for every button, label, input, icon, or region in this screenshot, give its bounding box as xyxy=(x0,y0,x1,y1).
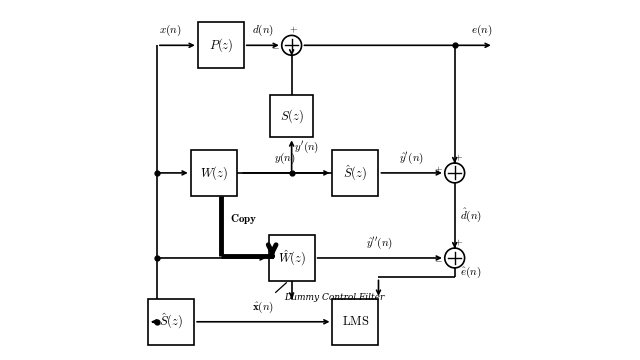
Text: $y(n)$: $y(n)$ xyxy=(274,150,296,166)
Text: $\hat{e}(n)$: $\hat{e}(n)$ xyxy=(460,265,481,280)
FancyBboxPatch shape xyxy=(198,22,244,68)
Text: $+$: $+$ xyxy=(289,25,298,35)
Text: $P(z)$: $P(z)$ xyxy=(209,36,233,54)
Text: $x(n)$: $x(n)$ xyxy=(159,23,181,38)
Text: $\hat{S}(z)$: $\hat{S}(z)$ xyxy=(344,163,367,183)
Text: $\hat{W}(z)$: $\hat{W}(z)$ xyxy=(278,248,306,268)
Text: $+$: $+$ xyxy=(454,153,463,163)
Text: $+$: $+$ xyxy=(454,238,463,248)
Text: $\hat{\mathbf{x}}(n)$: $\hat{\mathbf{x}}(n)$ xyxy=(252,300,275,315)
Text: $\mathrm{LMS}$: $\mathrm{LMS}$ xyxy=(342,315,369,328)
Text: $W(z)$: $W(z)$ xyxy=(200,164,228,182)
Text: $-$: $-$ xyxy=(434,255,443,264)
Text: $\hat{d}(n)$: $\hat{d}(n)$ xyxy=(460,207,482,224)
FancyBboxPatch shape xyxy=(191,150,237,196)
FancyBboxPatch shape xyxy=(148,299,194,345)
Text: $\hat{S}(z)$: $\hat{S}(z)$ xyxy=(159,312,183,332)
Circle shape xyxy=(282,35,301,55)
Text: $\hat{y}'(n)$: $\hat{y}'(n)$ xyxy=(399,150,424,166)
FancyBboxPatch shape xyxy=(332,299,378,345)
FancyBboxPatch shape xyxy=(270,95,313,138)
FancyBboxPatch shape xyxy=(332,150,378,196)
Text: $d(n)$: $d(n)$ xyxy=(252,23,274,38)
Circle shape xyxy=(445,248,465,268)
Text: $+$: $+$ xyxy=(434,165,443,175)
FancyBboxPatch shape xyxy=(269,235,315,281)
Text: $S(z)$: $S(z)$ xyxy=(280,107,303,125)
Text: $-$: $-$ xyxy=(271,42,280,51)
Text: $\mathbf{Copy}$: $\mathbf{Copy}$ xyxy=(230,212,257,226)
Text: $y'(n)$: $y'(n)$ xyxy=(294,140,320,155)
Text: $\hat{y}''(n)$: $\hat{y}''(n)$ xyxy=(366,235,394,251)
Text: Dummy Control Filter: Dummy Control Filter xyxy=(285,293,385,302)
Circle shape xyxy=(445,163,465,183)
Text: $e(n)$: $e(n)$ xyxy=(470,23,492,38)
